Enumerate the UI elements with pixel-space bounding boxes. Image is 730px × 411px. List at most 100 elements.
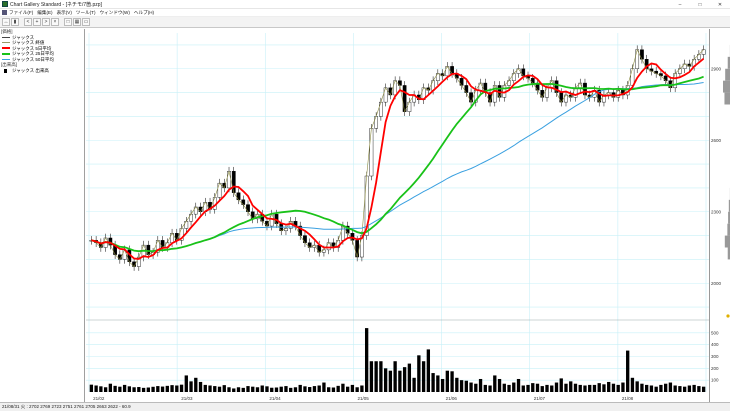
series-item[interactable]: ジャックス 5日平均 (0, 46, 84, 52)
volume-bar (270, 387, 274, 392)
volume-bar (317, 385, 321, 392)
price-tick-label: 2000 (711, 281, 722, 286)
volume-bar (407, 363, 412, 392)
panel-group-header[interactable]: [価格] (0, 29, 84, 35)
volume-bar (336, 385, 340, 392)
close-line (91, 48, 704, 268)
series-item[interactable]: ジャックス (0, 35, 84, 41)
menu-view[interactable]: 表示(V) (56, 9, 72, 15)
panel-group-header[interactable]: [出来高] (0, 62, 84, 68)
volume-bar (412, 377, 416, 392)
toolbar-button-window[interactable]: □ (64, 18, 72, 26)
candle (464, 85, 469, 93)
candle (564, 94, 568, 103)
volume-bar (478, 378, 483, 392)
toolbar-button-remove[interactable]: × (51, 18, 59, 26)
series-item[interactable]: ジャックス 50日平均 (0, 57, 84, 63)
x-tick-label: 21/06 (446, 396, 458, 401)
volume-bar (279, 386, 283, 392)
candle (402, 85, 407, 112)
toolbar-button-panel[interactable]: ▭ (82, 18, 90, 26)
price-volume-chart[interactable]: 21/02 21/03 21/04 21/05 21/06 21/07 21/08 (86, 29, 709, 402)
series-item[interactable]: ジャックス 出来高 (0, 68, 84, 74)
volume-bar (289, 387, 293, 392)
candle (511, 73, 516, 81)
candle (540, 90, 545, 98)
menu-file[interactable]: ファイル(F) (9, 9, 34, 15)
volume-bar (165, 385, 169, 392)
volume-bar (426, 349, 431, 392)
volume-bar (602, 384, 606, 392)
candle (478, 82, 483, 91)
volume-bar (108, 383, 113, 392)
volume-bar (578, 384, 582, 392)
app-icon (2, 1, 8, 7)
volume-bar (137, 387, 141, 392)
volume-bar (127, 386, 132, 392)
chart-area[interactable]: 21/02 21/03 21/04 21/05 21/06 21/07 21/08 (86, 29, 709, 402)
candle (516, 68, 521, 74)
volume-bar (692, 384, 696, 392)
series-item[interactable]: ジャックス 25日平均 (0, 51, 84, 57)
volume-bar (526, 384, 530, 392)
menu-help[interactable]: ヘルプ(H) (133, 9, 155, 15)
volume-bar (469, 382, 473, 392)
series-label: ジャックス 50日平均 (12, 56, 54, 62)
volume-bar (597, 383, 601, 392)
volume-bar (236, 387, 241, 392)
toolbar-button-grid[interactable]: ▦ (73, 18, 81, 26)
volume-bar (507, 384, 511, 392)
candle (521, 68, 526, 77)
ma25-line (91, 75, 704, 253)
volume-bar (103, 387, 108, 392)
volume-bar (668, 382, 673, 392)
volume-tick-label: 200 (711, 366, 719, 371)
volume-bar (118, 386, 122, 392)
series-item[interactable]: ジャックス 終値 (0, 40, 84, 46)
candle (450, 66, 454, 74)
volume-bar (160, 386, 165, 392)
toolbar-button-prev[interactable]: < (24, 18, 32, 26)
volume-bar (583, 385, 587, 392)
minimize-button[interactable]: – (678, 1, 682, 8)
price-histogram-bar (724, 235, 730, 248)
document-icon[interactable] (2, 10, 7, 15)
toolbar-button-candle[interactable]: ▮ (11, 18, 19, 26)
volume-bar (246, 386, 250, 392)
volume-bar (483, 384, 487, 392)
volume-tick-label: 300 (711, 354, 719, 359)
candle (435, 73, 440, 81)
series-label: [価格] (1, 29, 13, 34)
maximize-button[interactable]: □ (698, 1, 702, 8)
menu-edit[interactable]: 編集(E) (37, 9, 53, 15)
close-button[interactable]: ✕ (717, 1, 723, 8)
volume-bar (184, 375, 188, 392)
volume-bar (156, 386, 160, 392)
volume-bar (241, 387, 245, 392)
volume-bar (260, 385, 264, 392)
toolbar-button-width[interactable]: ↔ (2, 18, 10, 26)
volume-bar (512, 382, 516, 392)
volume-bar (198, 381, 203, 392)
volume-bar (232, 388, 236, 392)
volume-bar (132, 387, 136, 392)
volume-bar (464, 380, 468, 392)
volume-bar (99, 386, 103, 392)
price-tick-label: 2300 (711, 209, 722, 214)
menu-tools[interactable]: ツール(T) (75, 9, 96, 15)
series-swatch (2, 36, 10, 38)
price-axis: 2000 2300 2600 2900 100 200 300 400 500 (709, 29, 730, 402)
candle (236, 192, 241, 201)
volume-bar (682, 386, 687, 392)
volume-bar (559, 378, 563, 392)
candle (374, 116, 379, 129)
volume-bar (630, 377, 635, 392)
volume-bar (654, 386, 658, 392)
volume-bar (331, 387, 336, 392)
toolbar-button-add[interactable]: + (33, 18, 41, 26)
toolbar-button-next[interactable]: > (42, 18, 50, 26)
menu-window[interactable]: ウィンドウ(W) (99, 9, 130, 15)
volume-bar (697, 386, 701, 392)
candle (640, 49, 644, 60)
candle (189, 213, 193, 222)
